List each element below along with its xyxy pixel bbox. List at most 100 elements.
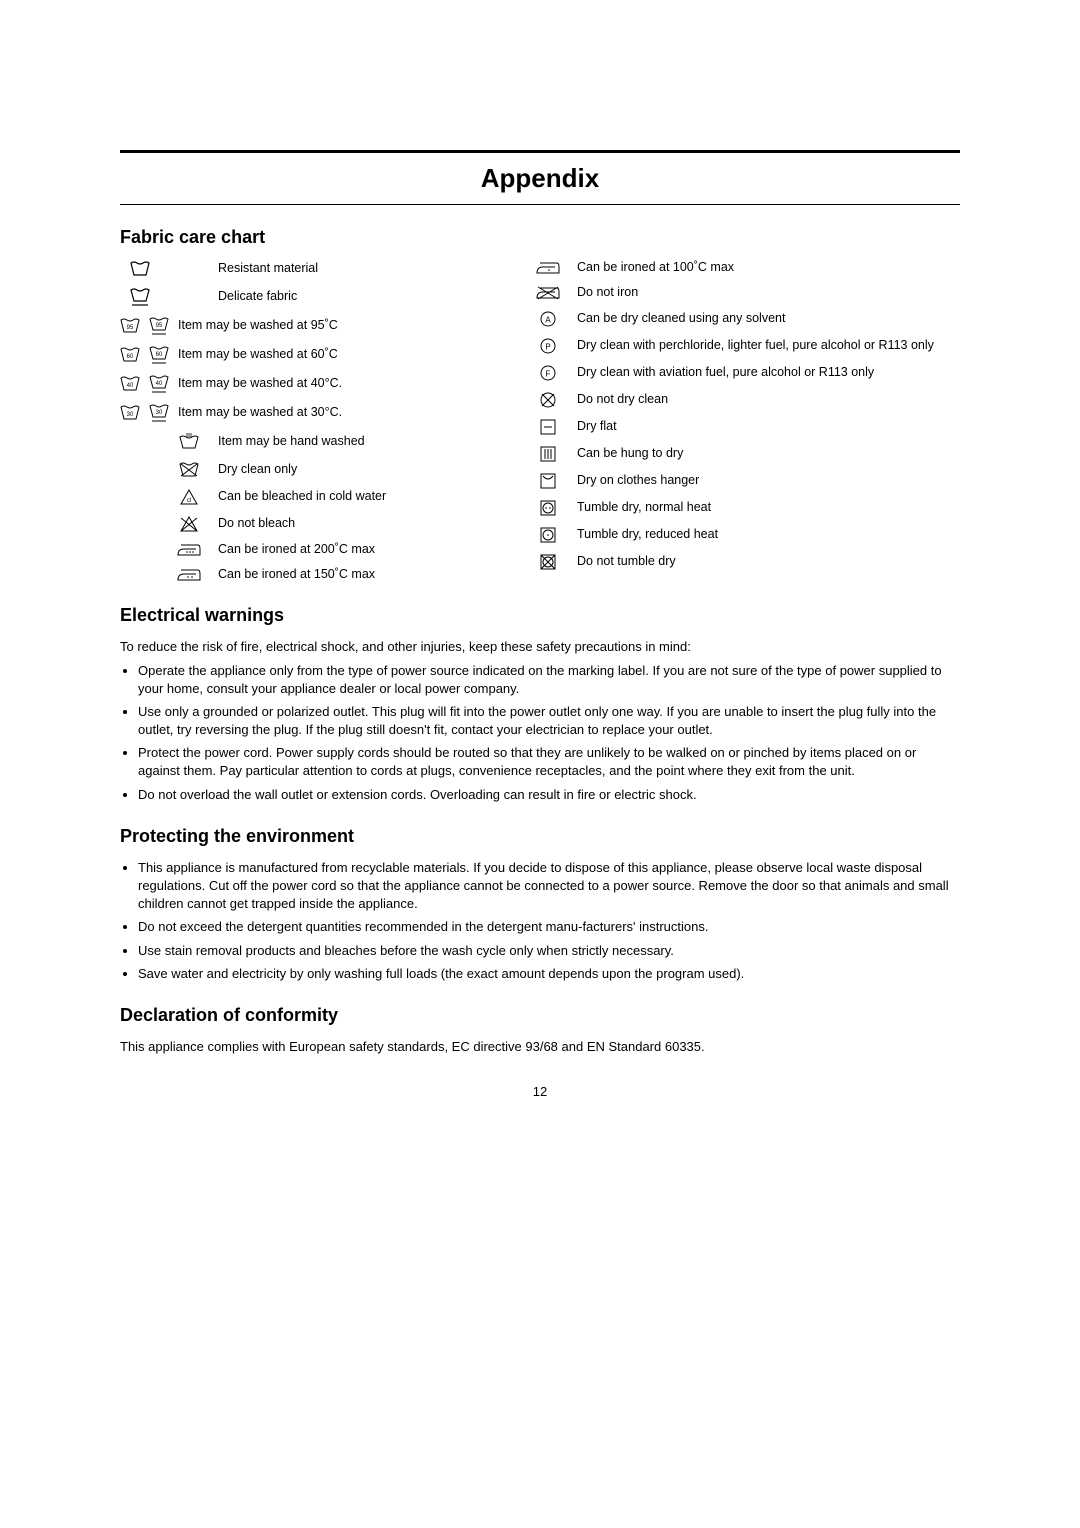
label: Can be hung to dry <box>577 446 683 462</box>
label: Tumble dry, reduced heat <box>577 527 718 543</box>
svg-text:A: A <box>545 316 551 325</box>
chart-right-col: Can be ironed at 100˚C max Do not iron A… <box>528 260 960 583</box>
tub-30-underline-icon: 30 <box>149 403 169 423</box>
tub-30-icon: 30 <box>120 404 140 422</box>
svg-text:30: 30 <box>156 410 163 416</box>
iron-2dot-icon <box>169 567 209 583</box>
tub-40-icon: 40 <box>120 375 140 393</box>
row-tumble-normal: Tumble dry, normal heat <box>528 499 960 517</box>
page-title: Appendix <box>120 163 960 194</box>
chart-left-col: Resistant material Delicate fabric 95 95… <box>120 260 498 583</box>
no-tumble-icon <box>528 553 568 571</box>
conformity-heading: Declaration of conformity <box>120 1005 960 1026</box>
page: Appendix Fabric care chart Resistant mat… <box>0 0 1080 1139</box>
row-bleach: cl Can be bleached in cold water <box>120 488 498 506</box>
label: Can be ironed at 150˚C max <box>218 567 375 583</box>
row-tumble-reduced: Tumble dry, reduced heat <box>528 526 960 544</box>
list-item: Operate the appliance only from the type… <box>138 662 960 698</box>
row-no-dryclean: Do not dry clean <box>528 391 960 409</box>
row-iron-150: Can be ironed at 150˚C max <box>120 567 498 583</box>
tub-95-icon: 95 <box>120 317 140 335</box>
list-item: Use only a grounded or polarized outlet.… <box>138 703 960 739</box>
list-item: Save water and electricity by only washi… <box>138 965 960 983</box>
list-item: This appliance is manufactured from recy… <box>138 859 960 914</box>
bleach-icon: cl <box>169 488 209 506</box>
row-60: 60 60 Item may be washed at 60˚C <box>120 345 498 365</box>
list-item: Do not overload the wall outlet or exten… <box>138 786 960 804</box>
label: Dry clean with aviation fuel, pure alcoh… <box>577 365 874 381</box>
tumble-2dot-icon <box>528 499 568 517</box>
environment-heading: Protecting the environment <box>120 826 960 847</box>
circle-cross-icon <box>528 391 568 409</box>
tub-40-underline-icon: 40 <box>149 374 169 394</box>
label: Dry on clothes hanger <box>577 473 699 489</box>
row-resistant: Resistant material <box>120 260 498 278</box>
tub-60-underline-icon: 60 <box>149 345 169 365</box>
row-hanger-dry: Dry on clothes hanger <box>528 472 960 490</box>
svg-text:60: 60 <box>127 354 134 360</box>
label: Item may be washed at 95˚C <box>178 318 338 334</box>
label: Item may be washed at 30°C. <box>178 405 342 421</box>
row-handwash: Item may be hand washed <box>120 432 498 452</box>
row-dryclean-f: F Dry clean with aviation fuel, pure alc… <box>528 364 960 382</box>
row-iron-100: Can be ironed at 100˚C max <box>528 260 960 276</box>
row-no-bleach: Do not bleach <box>120 515 498 533</box>
list-item: Use stain removal products and bleaches … <box>138 942 960 960</box>
row-no-tumble: Do not tumble dry <box>528 553 960 571</box>
label: Do not tumble dry <box>577 554 676 570</box>
svg-text:P: P <box>545 343 550 352</box>
svg-text:60: 60 <box>156 352 163 358</box>
circle-a-icon: A <box>528 310 568 328</box>
label: Item may be washed at 40°C. <box>178 376 342 392</box>
electrical-heading: Electrical warnings <box>120 605 960 626</box>
label: Do not dry clean <box>577 392 668 408</box>
tub-solid-icon <box>120 260 160 278</box>
top-rule-thick <box>120 150 960 153</box>
row-iron-200: Can be ironed at 200˚C max <box>120 542 498 558</box>
row-delicate: Delicate fabric <box>120 287 498 307</box>
label: Item may be hand washed <box>218 434 365 450</box>
row-dryclean-p: P Dry clean with perchloride, lighter fu… <box>528 337 960 355</box>
svg-text:40: 40 <box>156 381 163 387</box>
label: Can be ironed at 100˚C max <box>577 260 734 276</box>
row-dryclean-a: A Can be dry cleaned using any solvent <box>528 310 960 328</box>
row-dryclean-only: Dry clean only <box>120 461 498 479</box>
label: Dry clean with perchloride, lighter fuel… <box>577 338 934 354</box>
tub-60-icon: 60 <box>120 346 140 364</box>
electrical-intro: To reduce the risk of fire, electrical s… <box>120 638 960 656</box>
iron-3dot-icon <box>169 542 209 558</box>
list-item: Do not exceed the detergent quantities r… <box>138 918 960 936</box>
label: Resistant material <box>218 261 318 277</box>
fabric-care-heading: Fabric care chart <box>120 227 960 248</box>
row-dry-flat: Dry flat <box>528 418 960 436</box>
label: Can be bleached in cold water <box>218 489 386 505</box>
label: Tumble dry, normal heat <box>577 500 711 516</box>
row-95: 95 95 Item may be washed at 95˚C <box>120 316 498 336</box>
list-item: Protect the power cord. Power supply cor… <box>138 744 960 780</box>
row-no-iron: Do not iron <box>528 285 960 301</box>
circle-p-icon: P <box>528 337 568 355</box>
top-rule-thin <box>120 204 960 205</box>
tub-95-underline-icon: 95 <box>149 316 169 336</box>
svg-text:30: 30 <box>127 412 134 418</box>
svg-text:95: 95 <box>127 325 134 331</box>
label: Can be ironed at 200˚C max <box>218 542 375 558</box>
page-number: 12 <box>120 1084 960 1099</box>
environment-list: This appliance is manufactured from recy… <box>120 859 960 983</box>
label: Delicate fabric <box>218 289 297 305</box>
no-iron-icon <box>528 285 568 301</box>
conformity-text: This appliance complies with European sa… <box>120 1038 960 1056</box>
square-dash-icon <box>528 418 568 436</box>
label: Do not bleach <box>218 516 295 532</box>
label: Do not iron <box>577 285 638 301</box>
label: Dry clean only <box>218 462 297 478</box>
label: Item may be washed at 60˚C <box>178 347 338 363</box>
electrical-list: Operate the appliance only from the type… <box>120 662 960 804</box>
tub-cross-icon <box>169 461 209 479</box>
svg-text:cl: cl <box>187 498 191 504</box>
tumble-1dot-icon <box>528 526 568 544</box>
label: Dry flat <box>577 419 617 435</box>
handwash-icon <box>169 432 209 452</box>
tub-underline-icon <box>120 287 160 307</box>
svg-text:F: F <box>546 370 551 379</box>
